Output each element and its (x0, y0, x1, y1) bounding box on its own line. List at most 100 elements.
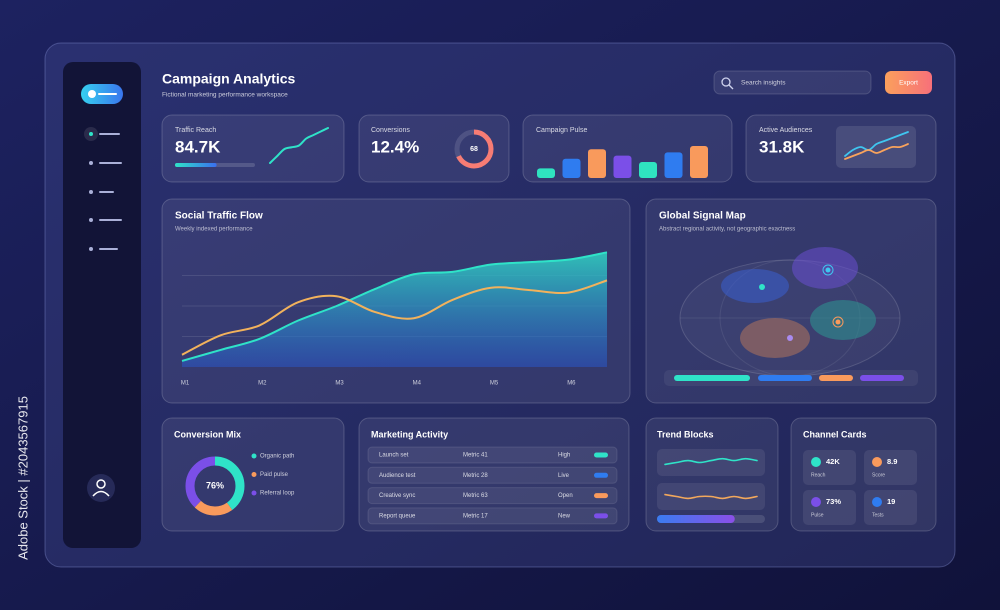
row-status: New (558, 513, 571, 519)
avatar-head (96, 479, 106, 489)
map-region (721, 269, 789, 303)
map-point[interactable] (759, 284, 765, 290)
channel-label: Pulse (811, 512, 824, 518)
row-name: Creative sync (379, 493, 415, 499)
sparkline (844, 143, 909, 160)
panel (745, 114, 937, 183)
mini-chart-box (836, 126, 916, 168)
row-status: Live (558, 473, 570, 479)
channel-value: 73% (826, 497, 841, 506)
map-region (792, 247, 858, 289)
label: Conversions (371, 127, 410, 134)
map-legend-pill (819, 375, 853, 381)
area (182, 252, 607, 367)
channel-card[interactable] (803, 450, 856, 485)
export-label: Export (899, 80, 918, 87)
sparkline (844, 131, 909, 157)
row-name: Launch set (379, 453, 409, 459)
channel-card[interactable] (864, 490, 917, 525)
bar (664, 152, 683, 178)
label: Campaign Pulse (536, 127, 587, 134)
channel-dot (811, 497, 821, 507)
nav-icon[interactable] (89, 132, 93, 136)
table-row[interactable] (367, 507, 618, 525)
map-point-ring (822, 264, 834, 276)
panel-title: Trend Blocks (657, 429, 714, 439)
map-point[interactable] (787, 335, 793, 341)
toggle-knob (88, 90, 96, 98)
x-tick-label: M5 (490, 381, 499, 387)
map-art (664, 247, 918, 386)
bar (588, 149, 606, 178)
x-tick-label: M4 (413, 381, 422, 387)
map-point[interactable] (825, 267, 831, 273)
bar (690, 146, 708, 178)
donut-label: 76% (206, 480, 224, 490)
donut-segment (185, 456, 245, 516)
panel (645, 198, 937, 404)
channel-value: 8.9 (887, 457, 897, 466)
ring-fill (454, 129, 494, 169)
map-point-ring (832, 316, 844, 328)
export-button[interactable] (885, 71, 932, 94)
legend-dot (251, 453, 257, 459)
row-name: Audience test (379, 473, 416, 479)
nav-icon[interactable] (89, 161, 93, 165)
label: Weekly indexed performance (175, 227, 253, 233)
panel-title: Conversion Mix (174, 429, 241, 439)
label: Traffic Reach (175, 127, 216, 134)
panel-title: Social Traffic Flow (175, 211, 263, 222)
channel-dot (811, 457, 821, 467)
table-row[interactable] (367, 466, 618, 484)
sidebar (63, 62, 141, 548)
channel-label: Score (872, 472, 885, 478)
watermark: Adobe Stock | #2043567915 (15, 396, 30, 560)
table-row[interactable] (367, 446, 618, 464)
sparkline (664, 457, 758, 466)
panel (790, 417, 937, 532)
sparkline (664, 493, 758, 500)
map-legend-pill (758, 375, 812, 381)
channel-label: Reach (811, 472, 826, 478)
search-box[interactable] (713, 70, 872, 95)
nav-icon[interactable] (89, 190, 93, 194)
channel-dot (872, 497, 882, 507)
subtitle: Fictional marketing performance workspac… (162, 92, 288, 99)
status-pill (594, 513, 608, 519)
row-metric: Metric 41 (463, 453, 488, 459)
x-tick-label: M1 (181, 381, 190, 387)
status-pill (594, 452, 608, 458)
progress-fill (657, 515, 735, 523)
panel (358, 417, 630, 532)
status-pill (594, 472, 608, 478)
channel-card[interactable] (803, 490, 856, 525)
row-status: Open (558, 493, 573, 499)
row-status: High (558, 453, 570, 459)
panel-title: Marketing Activity (371, 429, 448, 439)
bar (562, 158, 581, 178)
map-legend-pill (674, 375, 750, 381)
title: Campaign Analytics (162, 71, 296, 87)
search-icon-handle (728, 84, 734, 90)
trend-block (657, 449, 765, 476)
channel-label: Tests (872, 512, 884, 518)
legend-dot (251, 472, 257, 477)
channel-value: 19 (887, 497, 895, 506)
label: Active Audiences (759, 127, 813, 134)
map-legend-pill (860, 375, 904, 381)
bar (613, 155, 632, 178)
bar (639, 162, 657, 178)
channel-card[interactable] (864, 450, 917, 485)
kpi-value: 84.7K (175, 137, 221, 156)
channel-dot (872, 457, 882, 467)
x-tick-label: M6 (567, 381, 576, 387)
nav-icon[interactable] (89, 218, 93, 222)
map-point[interactable] (835, 319, 841, 325)
line (181, 251, 608, 362)
table-row[interactable] (367, 487, 618, 505)
nav-icon[interactable] (89, 247, 93, 251)
progress-fill (175, 163, 217, 167)
